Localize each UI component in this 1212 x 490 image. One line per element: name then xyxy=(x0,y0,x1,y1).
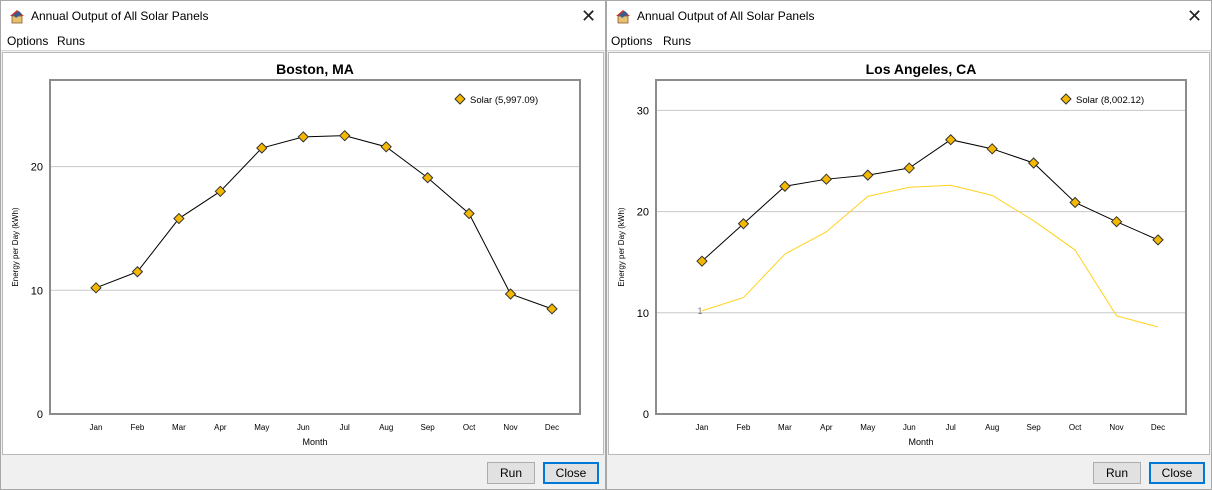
x-axis-label: Month xyxy=(908,437,933,447)
data-point-marker xyxy=(1027,157,1040,169)
x-tick-label: Apr xyxy=(214,423,227,432)
close-button[interactable]: Close xyxy=(1149,462,1205,484)
window-title: Annual Output of All Solar Panels xyxy=(637,9,815,23)
menu-runs[interactable]: Runs xyxy=(663,34,692,48)
menu-bar: Options Runs xyxy=(1,32,605,51)
x-tick-label: Jul xyxy=(946,423,956,432)
comparison-series-line xyxy=(701,184,1159,328)
data-point-marker xyxy=(421,172,434,184)
x-tick-label: Mar xyxy=(778,423,792,432)
x-tick-label: May xyxy=(860,423,875,432)
x-tick-label: Aug xyxy=(985,423,999,432)
y-axis-label: Energy per Day (kWh) xyxy=(11,207,20,286)
x-tick-label: Feb xyxy=(737,423,751,432)
legend-label: Solar (5,997.09) xyxy=(470,95,538,106)
data-point-marker xyxy=(339,129,351,142)
chart-window-los-angeles: Annual Output of All Solar Panels ✕ Opti… xyxy=(606,0,1212,490)
menu-runs[interactable]: Runs xyxy=(57,34,86,48)
title-bar[interactable]: Annual Output of All Solar Panels ✕ xyxy=(607,1,1211,32)
run-button[interactable]: Run xyxy=(1093,462,1141,484)
data-point-marker xyxy=(903,162,915,174)
chart-window-boston: Annual Output of All Solar Panels ✕ Opti… xyxy=(0,0,606,490)
data-point-marker xyxy=(504,288,517,300)
legend-marker xyxy=(454,93,466,105)
close-button[interactable]: Close xyxy=(543,462,599,484)
data-point-marker xyxy=(1110,215,1123,228)
data-point-marker xyxy=(131,266,144,278)
data-point-marker xyxy=(862,169,874,181)
menu-bar: Options Runs xyxy=(607,32,1211,51)
x-tick-label: Jun xyxy=(297,423,310,432)
solar-house-icon xyxy=(10,10,24,24)
series-label: 1 xyxy=(697,306,702,316)
menu-options[interactable]: Options xyxy=(7,34,49,48)
y-tick-label: 0 xyxy=(643,409,649,421)
title-bar[interactable]: Annual Output of All Solar Panels ✕ xyxy=(1,1,605,32)
data-point-marker xyxy=(779,180,791,192)
data-point-marker xyxy=(297,131,309,143)
x-tick-label: Dec xyxy=(545,423,559,432)
solar-house-icon xyxy=(616,10,630,24)
y-tick-label: 0 xyxy=(37,409,43,421)
y-tick-label: 20 xyxy=(31,162,43,174)
close-icon[interactable]: ✕ xyxy=(1187,6,1203,26)
data-point-marker xyxy=(1069,196,1081,209)
x-tick-label: Jan xyxy=(696,423,709,432)
legend-label: Solar (8,002.12) xyxy=(1076,95,1144,106)
y-tick-label: 10 xyxy=(31,285,43,297)
chart-title: Los Angeles, CA xyxy=(866,61,977,77)
run-button[interactable]: Run xyxy=(487,462,535,484)
chart-panel: Boston, MA 0 10 20 Jan Feb Mar Apr May Jun Jul Aug S… xyxy=(2,52,604,455)
data-point-marker xyxy=(945,134,957,146)
data-point-marker xyxy=(1152,234,1164,246)
y-tick-label: 20 xyxy=(637,207,649,219)
x-tick-label: Sep xyxy=(1027,423,1042,432)
y-axis-label: Energy per Day (kWh) xyxy=(617,207,626,286)
x-tick-label: Apr xyxy=(820,423,833,432)
data-point-marker xyxy=(256,142,268,154)
y-tick-label: 30 xyxy=(637,105,649,117)
data-point-marker xyxy=(820,173,833,185)
data-point-marker xyxy=(173,212,185,225)
x-tick-label: Jun xyxy=(903,423,916,432)
x-tick-label: Jan xyxy=(90,423,103,432)
x-tick-label: Mar xyxy=(172,423,186,432)
x-tick-label: Aug xyxy=(379,423,393,432)
x-tick-label: May xyxy=(254,423,269,432)
legend-marker xyxy=(1060,93,1072,105)
chart-title: Boston, MA xyxy=(276,61,354,77)
close-icon[interactable]: ✕ xyxy=(581,6,597,26)
line-chart: Boston, MA 0 10 20 Jan Feb Mar Apr May Jun Jul Aug S… xyxy=(11,61,581,447)
x-axis-label: Month xyxy=(302,437,327,447)
x-tick-label: Oct xyxy=(1069,423,1082,432)
window-title: Annual Output of All Solar Panels xyxy=(31,9,209,23)
menu-options[interactable]: Options xyxy=(611,34,653,48)
series-line xyxy=(701,139,1159,262)
x-tick-label: Oct xyxy=(463,423,476,432)
x-tick-label: Feb xyxy=(131,423,145,432)
data-point-marker xyxy=(696,255,708,267)
y-tick-label: 10 xyxy=(637,308,649,320)
x-tick-label: Nov xyxy=(1109,423,1123,432)
x-tick-label: Nov xyxy=(503,423,517,432)
data-point-marker xyxy=(463,207,475,220)
series-line xyxy=(95,135,553,310)
data-point-marker xyxy=(90,282,102,294)
data-point-marker xyxy=(986,143,998,155)
x-tick-label: Jul xyxy=(340,423,350,432)
chart-panel: Los Angeles, CA 0 10 20 30 Jan Feb Mar Apr May Jun… xyxy=(608,52,1210,455)
x-tick-label: Dec xyxy=(1151,423,1165,432)
x-tick-label: Sep xyxy=(421,423,436,432)
data-point-marker xyxy=(737,218,750,230)
data-point-marker xyxy=(214,185,227,198)
data-point-marker xyxy=(380,141,392,153)
data-point-marker xyxy=(546,303,558,315)
plot-frame xyxy=(49,79,581,415)
line-chart: Los Angeles, CA 0 10 20 30 Jan Feb Mar Apr May Jun… xyxy=(617,61,1187,447)
plot-frame xyxy=(655,79,1187,415)
